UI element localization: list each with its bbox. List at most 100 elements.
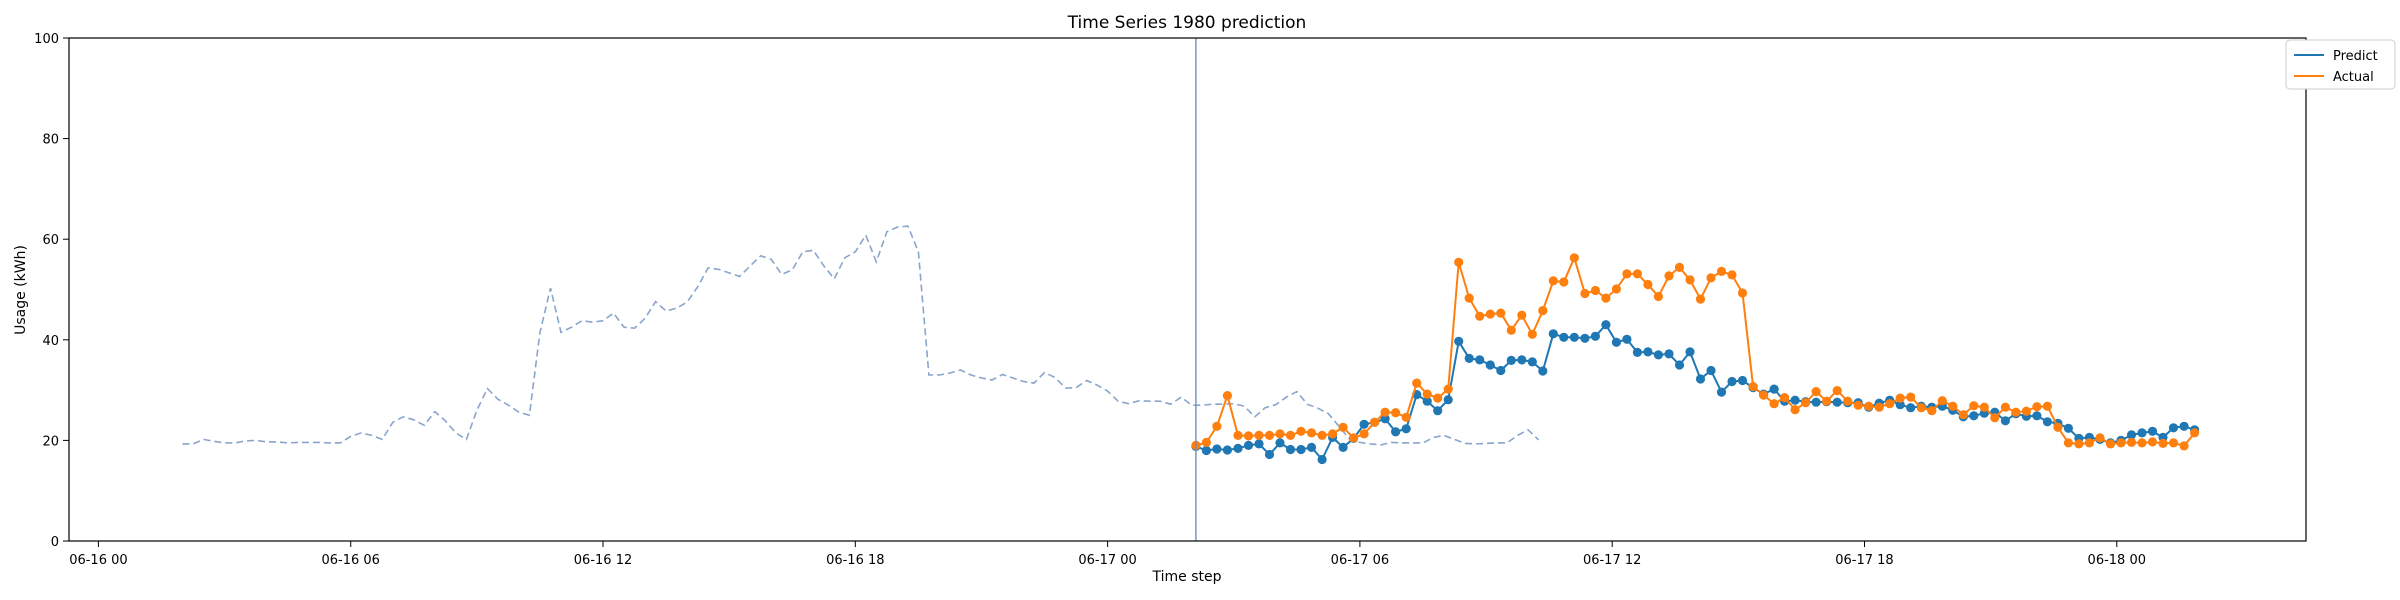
data-point-actual	[1958, 410, 1968, 420]
data-point-predict	[1790, 395, 1800, 405]
data-point-actual	[1622, 269, 1632, 279]
data-point-actual	[2063, 438, 2073, 448]
data-point-actual	[1527, 329, 1537, 339]
data-point-predict	[1517, 355, 1527, 365]
data-point-actual	[1632, 269, 1642, 279]
data-point-actual	[1832, 386, 1842, 396]
data-point-actual	[1927, 406, 1937, 416]
data-point-actual	[1653, 291, 1663, 302]
data-point-actual	[1874, 402, 1884, 412]
data-point-actual	[2095, 433, 2105, 443]
data-point-predict	[1811, 397, 1821, 407]
data-point-predict	[1454, 336, 1464, 346]
x-axis-label: Time step	[1152, 569, 1222, 585]
data-point-predict	[1643, 347, 1653, 357]
data-point-actual	[1443, 384, 1453, 394]
y-tick-label: 40	[42, 334, 59, 349]
data-point-actual	[1990, 413, 2000, 423]
data-point-actual	[1580, 288, 1590, 299]
data-point-predict	[1727, 376, 1737, 387]
data-point-predict	[2147, 426, 2158, 436]
data-point-actual	[1780, 393, 1790, 403]
data-point-predict	[1590, 331, 1600, 341]
data-point-actual	[1843, 396, 1853, 406]
data-point-actual	[1401, 412, 1411, 422]
forecast-series	[1191, 253, 2200, 465]
data-point-predict	[1275, 438, 1285, 448]
data-point-predict	[1706, 365, 1716, 376]
data-point-predict	[2063, 423, 2073, 433]
data-point-predict	[1433, 406, 1443, 416]
data-point-actual	[1769, 399, 1779, 409]
data-point-predict	[1559, 332, 1569, 342]
data-point-actual	[1264, 430, 1275, 440]
data-point-actual	[1422, 389, 1432, 399]
data-point-actual	[1822, 396, 1832, 406]
data-point-predict	[1422, 396, 1432, 406]
history-series	[182, 225, 1540, 446]
data-point-predict	[1338, 442, 1348, 452]
data-point-predict	[1548, 329, 1558, 339]
data-point-actual	[1496, 308, 1506, 318]
data-point-actual	[1538, 306, 1548, 316]
data-point-actual	[1853, 400, 1863, 410]
data-point-actual	[1969, 401, 1979, 411]
data-point-actual	[1948, 401, 1958, 411]
data-point-predict	[1233, 443, 1243, 453]
legend-label-actual: Actual	[2333, 70, 2374, 85]
data-point-actual	[1748, 382, 1758, 392]
data-point-predict	[1201, 445, 1211, 456]
data-point-actual	[1306, 428, 1317, 438]
data-point-predict	[1527, 357, 1537, 367]
data-point-predict	[2000, 416, 2010, 426]
data-point-actual	[1695, 294, 1706, 304]
data-point-predict	[1317, 454, 1327, 465]
data-point-predict	[1264, 449, 1275, 460]
x-tick-label: 06-16 18	[826, 553, 884, 568]
data-point-actual	[1706, 273, 1716, 283]
data-point-actual	[1979, 402, 1989, 412]
data-point-actual	[2032, 402, 2042, 412]
data-point-predict	[1254, 439, 1264, 449]
legend-label-predict: Predict	[2333, 49, 2378, 64]
data-point-actual	[1916, 403, 1926, 413]
data-point-actual	[1727, 270, 1737, 280]
data-point-actual	[2158, 438, 2168, 448]
data-point-predict	[1538, 366, 1548, 376]
data-point-predict	[2179, 421, 2189, 431]
y-tick-label: 0	[51, 535, 59, 550]
data-point-actual	[1601, 293, 1611, 303]
data-point-predict	[1653, 350, 1663, 360]
x-tick-label: 06-17 18	[1835, 553, 1893, 568]
data-point-predict	[1569, 332, 1579, 342]
data-point-actual	[1391, 408, 1401, 418]
data-point-actual	[1412, 378, 1422, 388]
data-point-actual	[1485, 309, 1495, 319]
data-point-actual	[1454, 257, 1464, 267]
data-point-actual	[1569, 253, 1579, 263]
data-point-actual	[1370, 417, 1380, 427]
data-point-actual	[2074, 439, 2084, 449]
data-point-actual	[1201, 437, 1211, 447]
data-point-actual	[1674, 262, 1685, 272]
x-tick-label: 06-16 12	[574, 553, 632, 568]
data-point-actual	[2011, 407, 2021, 417]
data-point-actual	[2084, 438, 2094, 448]
chart-title: Time Series 1980 prediction	[1067, 13, 1307, 33]
data-point-actual	[1906, 392, 1916, 402]
x-tick-label: 06-18 00	[2088, 553, 2146, 568]
data-point-actual	[1864, 401, 1874, 411]
data-point-actual	[1349, 433, 1359, 443]
data-point-actual	[2147, 437, 2158, 447]
legend: Predict Actual	[2285, 39, 2396, 90]
data-point-predict	[1632, 347, 1642, 357]
data-point-predict	[1832, 397, 1842, 407]
data-point-actual	[1296, 426, 1306, 436]
data-point-actual	[2168, 438, 2179, 448]
x-tick-label: 06-16 00	[69, 553, 127, 568]
data-point-predict	[1737, 375, 1748, 386]
data-point-actual	[1380, 407, 1390, 417]
x-axis: 06-16 00 06-16 06 06-16 12 06-16 18 06-17 00…	[69, 541, 2146, 568]
